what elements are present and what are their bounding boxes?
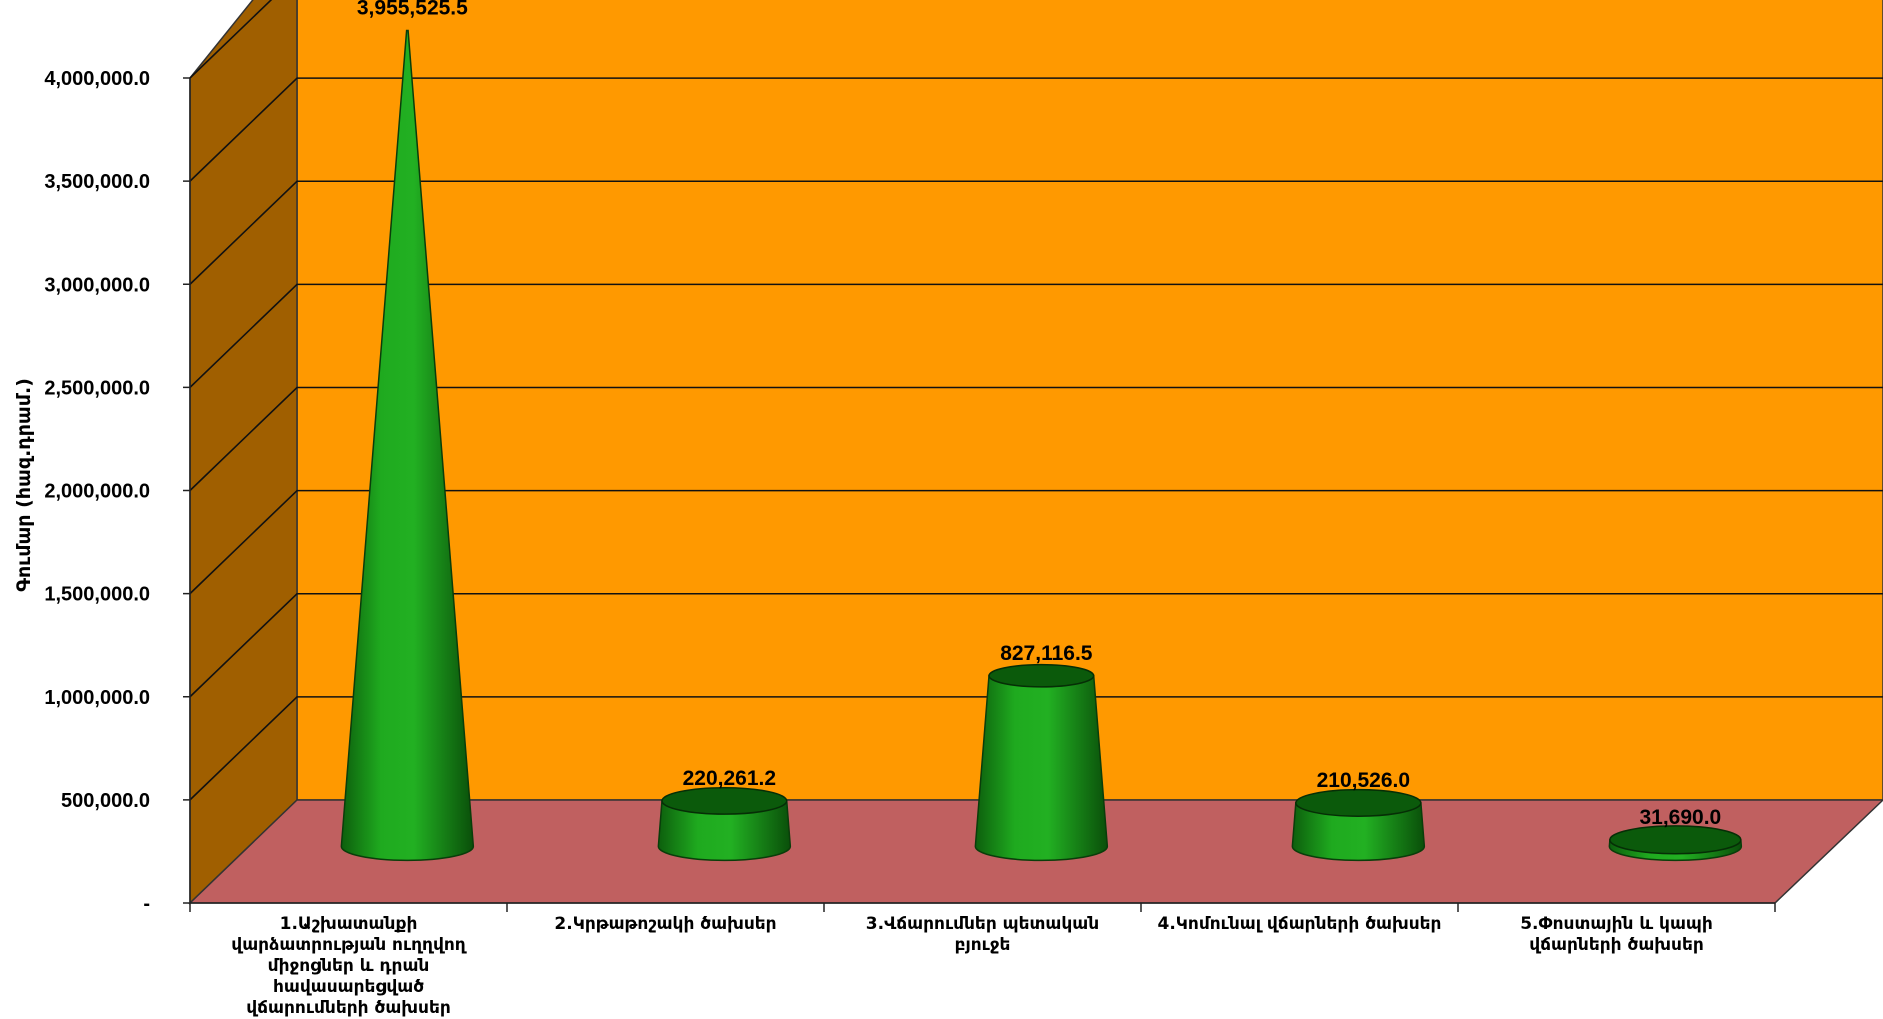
- cone-top: [1609, 825, 1742, 855]
- data-label: 31,690.0: [1639, 806, 1721, 829]
- y-tick-label: 2,500,000.0: [44, 377, 150, 399]
- x-category-label: 2.Կրթաթոշակի ծախսեր: [554, 914, 777, 934]
- cone-bar: [657, 786, 792, 862]
- data-label: 220,261.2: [683, 767, 776, 790]
- y-tick-label: -: [143, 893, 150, 915]
- data-labels: 3,955,525.5 220,261.2 827,116.5 210,526.0 31…: [357, 0, 1721, 829]
- cone-body: [974, 675, 1109, 862]
- x-category-label: 1.Աշխատանքի վարձատրության ուղղվող միջոցն…: [231, 914, 466, 1018]
- y-axis: - 500,000.0 1,000,000.0 1,500,000.0 2,000,00…: [44, 68, 1776, 915]
- y-tick-label: 3,000,000.0: [44, 274, 150, 296]
- y-tick-label: 2,000,000.0: [44, 481, 150, 503]
- cone-bar: [1291, 788, 1426, 862]
- data-label: 210,526.0: [1317, 769, 1410, 792]
- gridline: [189, 386, 1883, 492]
- gridline: [189, 77, 1883, 182]
- cone-bar: [1608, 825, 1743, 862]
- side-wall: [189, 0, 298, 905]
- cone-body: [340, 29, 475, 862]
- y-tick-label: 4,000,000.0: [44, 68, 150, 90]
- gridline: [189, 592, 1883, 698]
- y-tick-label: 500,000.0: [61, 790, 150, 812]
- x-category-label: 3.Վճարումներ պետական բյուջե: [865, 914, 1100, 955]
- data-label: 827,116.5: [1000, 642, 1093, 665]
- gridline: [189, 489, 1883, 595]
- cone-body: [1291, 802, 1426, 862]
- y-axis-label: Գումար (հազ.դրամ.): [13, 378, 35, 592]
- gridlines: [189, 0, 1883, 801]
- cone-bar: [340, 29, 475, 862]
- cone-body: [657, 800, 792, 862]
- y-tick-label: 1,500,000.0: [44, 584, 150, 606]
- cone-top: [1295, 788, 1422, 817]
- cone-top: [988, 663, 1095, 688]
- data-label: 3,955,525.5: [357, 0, 468, 20]
- gridline: [189, 283, 1883, 388]
- x-category-label: 5.Փոստային և կապի վճարների ծախսեր: [1520, 914, 1713, 955]
- cone-bar: [974, 663, 1109, 862]
- y-tick-label: 3,500,000.0: [44, 171, 150, 193]
- gridline: [189, 0, 273, 79]
- gridline: [189, 180, 1883, 285]
- gridline: [189, 696, 1883, 801]
- y-tick-label: 1,000,000.0: [44, 687, 150, 709]
- x-category-label: 4.Կոմունալ վճարների ծախսեր: [1157, 914, 1442, 934]
- cone-top: [661, 786, 788, 815]
- data-marks: [340, 29, 1743, 862]
